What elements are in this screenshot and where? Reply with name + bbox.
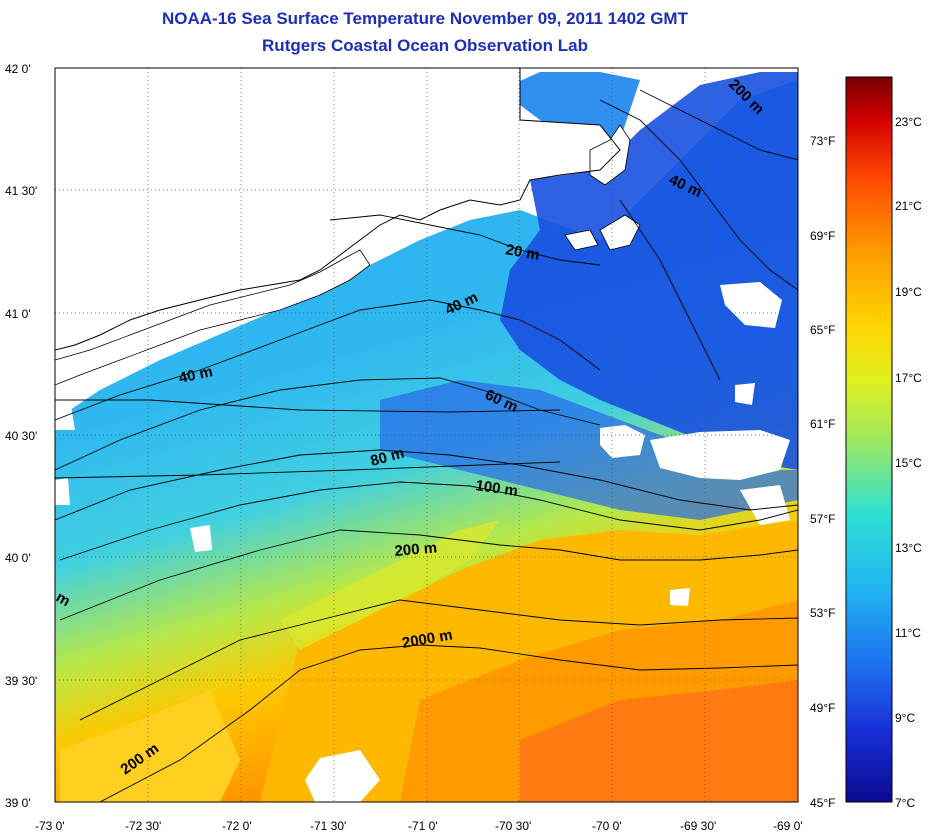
map-title: NOAA-16 Sea Surface Temperature November… <box>162 9 688 28</box>
colorbar-celsius-labels: 23°C 21°C 19°C 17°C 15°C 13°C 11°C 9°C 7… <box>895 115 922 810</box>
longitude-labels: -73 0' -72 30' -72 0' -71 30' -71 0' -70… <box>35 819 803 833</box>
lat-label: 39 0' <box>5 796 31 810</box>
contour-label-40m: 40 m <box>177 363 214 387</box>
map-frame <box>54 67 799 803</box>
lat-label: 41 0' <box>5 307 31 321</box>
lon-label: -69 0' <box>773 819 803 833</box>
map-subtitle: Rutgers Coastal Ocean Observation Lab <box>262 36 588 55</box>
lon-label: -71 30' <box>310 819 346 833</box>
lon-label: -72 30' <box>125 819 161 833</box>
f-label: 57°F <box>810 512 835 526</box>
lon-label: -69 30' <box>680 819 716 833</box>
f-label: 73°F <box>810 134 835 148</box>
f-label: 69°F <box>810 229 835 243</box>
f-label: 61°F <box>810 417 835 431</box>
lon-label: -71 0' <box>408 819 438 833</box>
lat-label: 40 30' <box>5 429 37 443</box>
sst-field <box>55 68 798 802</box>
c-label: 23°C <box>895 115 922 129</box>
bathymetry-contours <box>55 89 798 802</box>
lat-label: 42 0' <box>5 62 31 76</box>
lat-label: 40 0' <box>5 551 31 565</box>
c-label: 19°C <box>895 285 922 299</box>
c-label: 17°C <box>895 371 922 385</box>
f-label: 49°F <box>810 701 835 715</box>
c-label: 21°C <box>895 199 922 213</box>
f-label: 53°F <box>810 606 835 620</box>
c-label: 7°C <box>895 796 915 810</box>
contour-label-200m: 200 m <box>394 539 438 560</box>
c-label: 13°C <box>895 541 922 555</box>
lon-label: -73 0' <box>35 819 65 833</box>
contour-label-100m: 100 m <box>474 477 518 500</box>
lon-label: -70 30' <box>495 819 531 833</box>
c-label: 15°C <box>895 456 922 470</box>
latitude-labels: 42 0' 41 30' 41 0' 40 30' 40 0' 39 30' 3… <box>5 62 37 810</box>
lat-label: 41 30' <box>5 184 37 198</box>
lon-label: -70 0' <box>592 819 622 833</box>
c-label: 11°C <box>895 626 921 640</box>
f-label: 65°F <box>810 323 835 337</box>
colorbar-fahrenheit-labels: 73°F 69°F 65°F 61°F 57°F 53°F 49°F 45°F <box>810 134 835 810</box>
contour-label-20m: 20 m <box>504 241 541 264</box>
c-label: 9°C <box>895 711 915 725</box>
f-label: 45°F <box>810 796 835 810</box>
colorbar <box>845 76 893 803</box>
lat-label: 39 30' <box>5 674 37 688</box>
lon-label: -72 0' <box>222 819 252 833</box>
